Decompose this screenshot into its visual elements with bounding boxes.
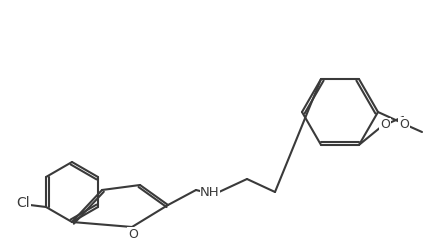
Text: O: O xyxy=(398,117,408,131)
Text: O: O xyxy=(379,118,389,131)
Text: Cl: Cl xyxy=(16,196,30,210)
Text: O: O xyxy=(128,228,138,240)
Text: NH: NH xyxy=(200,185,219,199)
